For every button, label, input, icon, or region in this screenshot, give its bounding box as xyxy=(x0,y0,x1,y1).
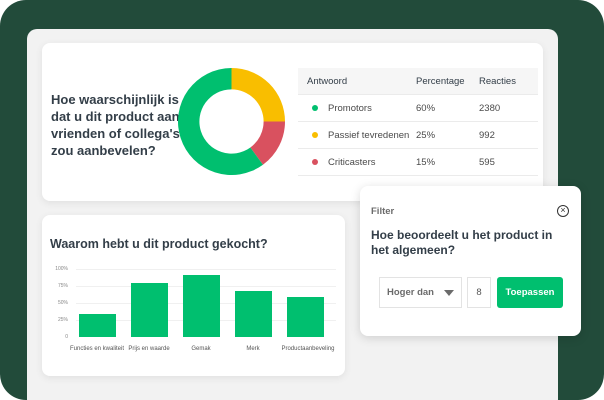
row-label: Passief tevredenen xyxy=(328,129,410,141)
row-percentage: 60% xyxy=(416,102,436,114)
row-percentage: 15% xyxy=(416,156,436,168)
legend-dot-icon xyxy=(312,105,318,111)
table-row: Promotors 60% 2380 xyxy=(298,95,538,122)
bar xyxy=(287,296,324,337)
nps-table: Antwoord Percentage Reacties Promotors 6… xyxy=(298,68,538,176)
row-count: 2380 xyxy=(479,102,501,114)
y-tick: 0 xyxy=(65,334,68,340)
row-percentage: 25% xyxy=(416,129,436,141)
bar xyxy=(131,283,168,337)
row-label: Criticasters xyxy=(328,156,376,168)
table-row: Passief tevredenen 25% 992 xyxy=(298,122,538,149)
donut-segment xyxy=(178,68,263,175)
y-tick: 75% xyxy=(57,283,68,289)
apply-button[interactable]: Toepassen xyxy=(497,277,563,308)
nps-donut-chart xyxy=(178,68,285,175)
bar-chart: 100% 75% 50% 25% 0 Functies en kwaliteit… xyxy=(42,215,345,376)
operator-value: Hoger dan xyxy=(387,287,434,298)
header-antwoord: Antwoord xyxy=(307,75,348,87)
legend-dot-icon xyxy=(312,159,318,165)
caret-down-icon xyxy=(444,290,454,296)
table-header: Antwoord Percentage Reacties xyxy=(298,68,538,95)
donut-segment xyxy=(250,121,285,165)
close-icon[interactable]: × xyxy=(557,205,569,217)
bar xyxy=(79,313,116,337)
header-percentage: Percentage xyxy=(416,75,465,87)
x-label: Prijs en waarde xyxy=(128,346,170,352)
filter-popup: Filter × Hoe beoordeelt u het product in… xyxy=(360,186,581,336)
operator-dropdown[interactable]: Hoger dan xyxy=(379,277,462,308)
header-reacties: Reacties xyxy=(479,75,516,87)
donut-segment xyxy=(231,68,285,122)
bar xyxy=(183,275,220,337)
row-count: 992 xyxy=(479,129,495,141)
nps-question: Hoe waarschijnlijk is dat u dit product … xyxy=(51,92,180,158)
row-count: 595 xyxy=(479,156,495,168)
gridline xyxy=(76,269,336,270)
bar-chart-title: Waarom hebt u dit product gekocht? xyxy=(50,237,268,251)
y-tick: 50% xyxy=(57,300,68,306)
value-input[interactable]: 8 xyxy=(467,277,491,308)
bar xyxy=(235,290,272,337)
x-label: Gemak xyxy=(191,346,211,352)
nps-card: Hoe waarschijnlijk is dat u dit product … xyxy=(42,43,543,201)
x-label: Merk xyxy=(246,346,260,352)
bar-chart-card: Waarom hebt u dit product gekocht? 100% … xyxy=(42,215,345,376)
legend-dot-icon xyxy=(312,132,318,138)
x-label: Functies en kwaliteit xyxy=(69,346,125,352)
filter-title: Filter xyxy=(371,206,395,217)
y-tick: 100% xyxy=(55,266,68,272)
table-row: Criticasters 15% 595 xyxy=(298,149,538,176)
y-tick: 25% xyxy=(57,317,68,323)
row-label: Promotors xyxy=(328,102,372,114)
x-label: Productaanbeveling xyxy=(281,346,335,352)
filter-question: Hoe beoordeelt u het product in het alge… xyxy=(371,228,553,257)
